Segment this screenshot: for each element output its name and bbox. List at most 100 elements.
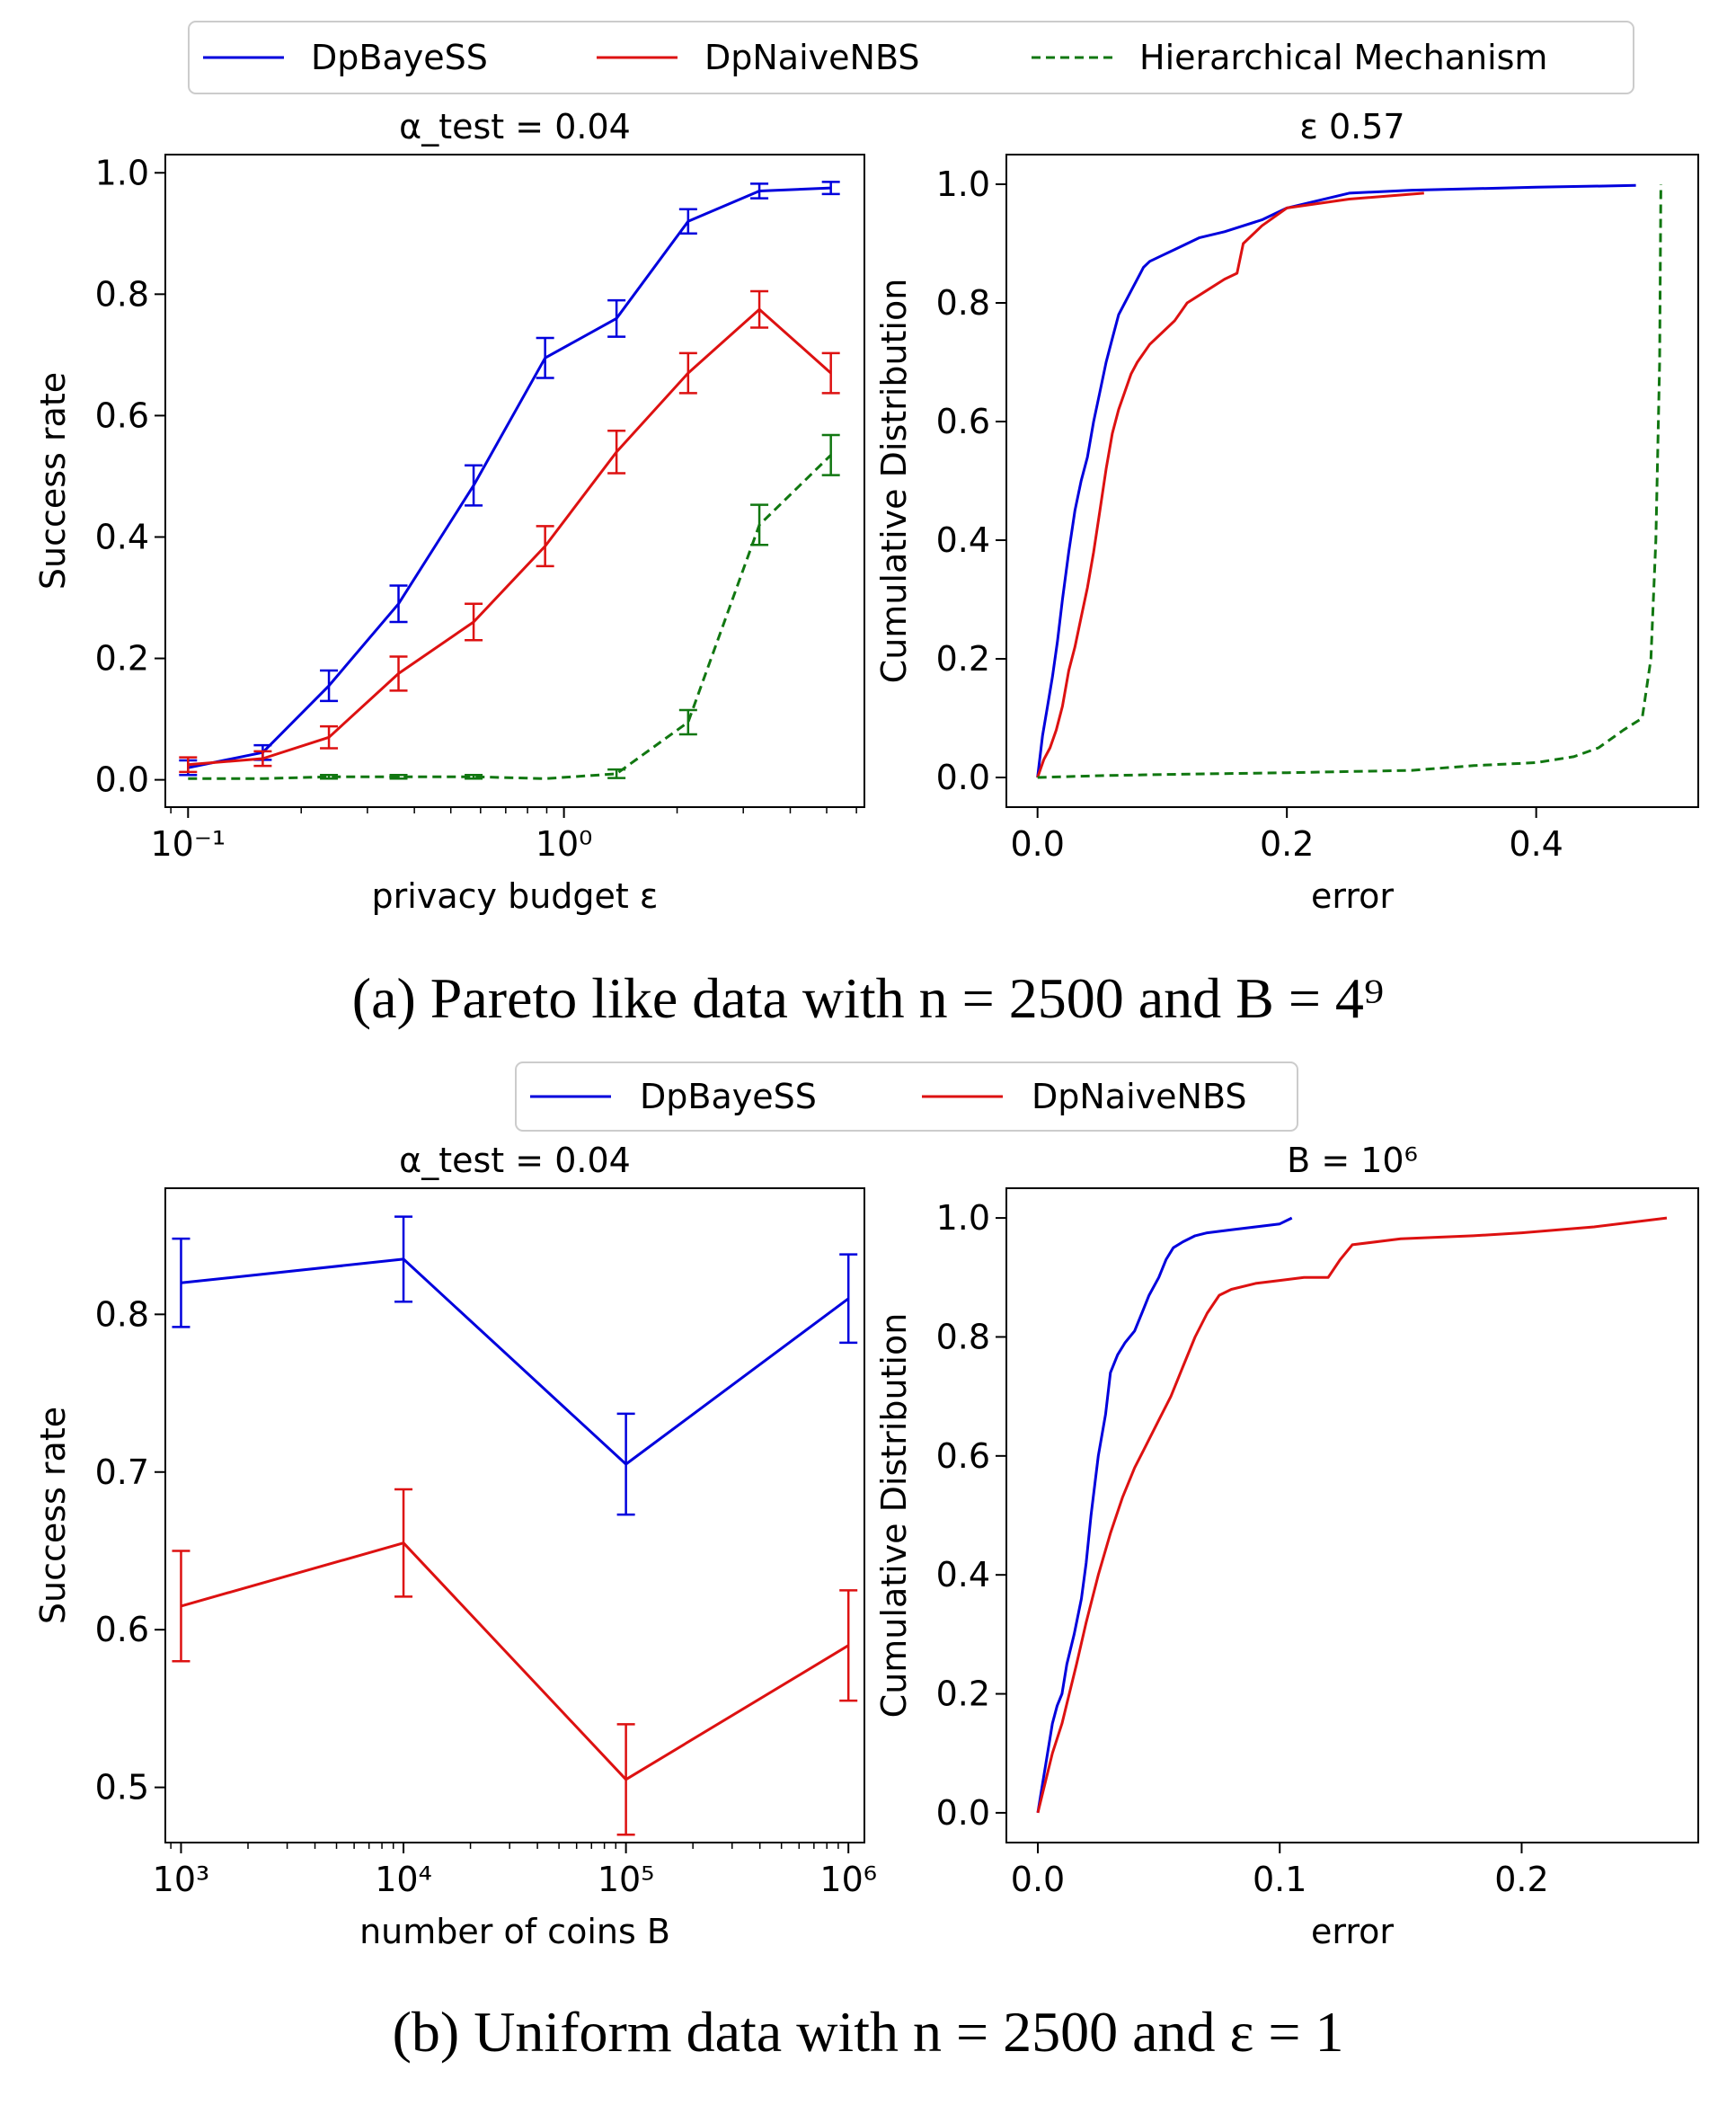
a-left-errorbar-dpnaivenbs [389, 655, 408, 692]
legend-a-label-hierarchical: Hierarchical Mechanism [1139, 38, 1547, 77]
a-left-errorbar-dpnaivenbs [179, 756, 198, 774]
a-left-errorbar-dpnaivenbs [320, 724, 339, 750]
b-left-y-tick-label: 0.7 [95, 1452, 149, 1492]
a-left-errorbar-hierarchical-mechanism [607, 768, 626, 779]
a-right-plot-area [1036, 183, 1662, 779]
a-right-title: ε 0.57 [1299, 107, 1404, 147]
b-right-title: B = 10⁶ [1287, 1141, 1418, 1180]
legend-b: DpBayeSS DpNaiveNBS [515, 1061, 1298, 1132]
b-left-plot-area [172, 1215, 858, 1836]
a-left-y-tick-label: 0.6 [95, 395, 149, 435]
b-left-errorbar-dpbayess [616, 1412, 635, 1516]
a-right-y-tick-label: 1.0 [936, 164, 990, 204]
b-right-y-tick-label: 0.6 [936, 1436, 990, 1476]
b-left-errorbar-dpbayess [172, 1237, 190, 1328]
b-left-title: α_test = 0.04 [399, 1141, 631, 1180]
a-left-series-dpnaivenbs [188, 307, 832, 767]
a-left-errorbar-dpnaivenbs [465, 602, 483, 642]
a-left-errorbar-dpbayess [536, 336, 554, 379]
b-right-plot-area [1036, 1216, 1668, 1814]
a-left-series-dpbayess [188, 186, 831, 769]
a-right-y-tick-label: 0.0 [936, 758, 990, 797]
a-right-x-tick-label: 0.4 [1509, 824, 1563, 864]
chart-panel-b-left: α_test = 0.04 10³ 10⁴ 10⁵ 10⁶ 0.5 0.6 0.7 0.8 num… [33, 1141, 877, 1951]
legend-a-label-dpnaivenbs: DpNaiveNBS [704, 38, 919, 77]
a-left-errorbar-dpbayess [465, 464, 483, 507]
b-left-errorbar-dpnaivenbs [172, 1550, 190, 1663]
a-right-y-label: Cumulative Distribution [874, 279, 914, 684]
a-left-errorbar-dpbayess [821, 181, 840, 196]
a-left-errorbar-dpnaivenbs [678, 351, 697, 395]
a-left-y-tick-label: 0.0 [95, 760, 149, 800]
a-left-errorbar-hierarchical-mechanism [750, 503, 769, 546]
a-left-errorbar-hierarchical-mechanism [821, 433, 840, 476]
b-left-y-tick-label: 0.5 [95, 1768, 149, 1808]
a-left-errorbar-hierarchical-mechanism [678, 708, 697, 736]
b-left-x-tick-label: 10³ [153, 1860, 210, 1899]
a-right-y-tick-label: 0.4 [936, 520, 990, 560]
b-left-series-dpnaivenbs [181, 1541, 849, 1781]
a-left-axes-frame [164, 154, 865, 808]
b-left-x-tick-label: 10⁵ [598, 1860, 655, 1899]
caption-a: (a) Pareto like data with n = 2500 and B… [352, 966, 1384, 1030]
caption-b: (b) Uniform data with n = 2500 and ε = 1 [393, 2000, 1344, 2064]
b-right-y-tick-label: 0.0 [936, 1793, 990, 1833]
a-left-title: α_test = 0.04 [399, 107, 631, 147]
legend-a-label-dpbayess: DpBayeSS [311, 38, 488, 77]
a-left-errorbar-dpnaivenbs [536, 525, 554, 568]
a-left-errorbar-hierarchical-mechanism [320, 773, 339, 780]
a-left-y-label: Success rate [33, 372, 73, 590]
a-left-errorbar-dpbayess [607, 298, 626, 338]
b-right-y-tick-label: 0.2 [936, 1674, 990, 1714]
b-left-y-tick-label: 0.6 [95, 1610, 149, 1649]
b-right-y-tick-label: 1.0 [936, 1198, 990, 1238]
b-left-errorbar-dpnaivenbs [839, 1589, 858, 1702]
a-left-x-tick-label: 10⁻¹ [150, 824, 226, 864]
chart-panel-a-right: ε 0.57 0.0 0.2 0.4 0.0 0.2 0.4 0.6 0.8 1.0 error Cu… [874, 107, 1699, 916]
b-right-series-dpnaivenbs [1036, 1216, 1668, 1814]
a-left-errorbar-dpbayess [320, 669, 339, 703]
a-right-y-tick-label: 0.8 [936, 283, 990, 323]
b-right-x-tick-label: 0.2 [1494, 1860, 1548, 1899]
a-right-series-dpnaivenbs [1036, 191, 1424, 778]
a-left-errorbar-dpnaivenbs [607, 430, 626, 475]
a-right-x-tick-label: 0.0 [1010, 824, 1064, 864]
b-right-y-tick-label: 0.4 [936, 1555, 990, 1594]
a-left-x-tick-label: 10⁰ [536, 824, 593, 864]
a-left-errorbar-dpnaivenbs [253, 750, 272, 768]
a-left-errorbar-dpbayess [389, 584, 408, 624]
a-left-series-hierarchical-mechanism [188, 454, 832, 780]
b-left-series-dpbayess [181, 1257, 850, 1466]
b-right-series-dpbayess [1036, 1216, 1293, 1814]
b-left-errorbar-dpnaivenbs [394, 1488, 413, 1598]
a-right-y-tick-label: 0.6 [936, 402, 990, 441]
b-left-errorbar-dpnaivenbs [616, 1723, 635, 1836]
chart-panel-b-right: B = 10⁶ 0.0 0.1 0.2 0.0 0.2 0.4 0.6 0.8 1.0 error C… [874, 1141, 1699, 1951]
a-left-errorbar-dpbayess [678, 208, 697, 235]
chart-panel-a-left: α_test = 0.04 10⁻¹ 10⁰ 0.0 0.2 0.4 0.6 0.8 1.0 pr… [33, 107, 865, 916]
b-right-y-tick-label: 0.8 [936, 1317, 990, 1356]
a-right-series-dpbayess [1036, 183, 1636, 778]
b-left-y-label: Success rate [33, 1407, 73, 1624]
b-left-axes-frame [164, 1187, 865, 1843]
a-left-errorbar-dpnaivenbs [750, 289, 769, 329]
a-right-y-tick-label: 0.2 [936, 639, 990, 679]
b-right-x-label: error [1311, 1912, 1394, 1951]
a-left-y-tick-label: 0.4 [95, 517, 149, 556]
a-left-plot-area [179, 181, 840, 780]
a-left-errorbar-dpnaivenbs [821, 351, 840, 395]
b-left-x-label: number of coins B [359, 1912, 670, 1951]
a-left-errorbar-hierarchical-mechanism [465, 773, 483, 780]
legend-b-label-dpbayess: DpBayeSS [640, 1077, 817, 1116]
a-left-y-tick-label: 0.2 [95, 639, 149, 679]
b-left-errorbar-dpbayess [839, 1253, 858, 1345]
b-left-x-tick-label: 10⁶ [819, 1860, 877, 1899]
a-left-y-tick-label: 1.0 [95, 153, 149, 192]
legend-b-label-dpnaivenbs: DpNaiveNBS [1032, 1077, 1246, 1116]
legend-a: DpBayeSS DpNaiveNBS Hierarchical Mechani… [188, 21, 1634, 94]
b-right-axes-frame [1005, 1187, 1699, 1843]
b-left-x-tick-label: 10⁴ [375, 1860, 432, 1899]
a-right-series-hierarchical-mechanism [1037, 183, 1662, 779]
a-right-x-label: error [1311, 876, 1394, 916]
